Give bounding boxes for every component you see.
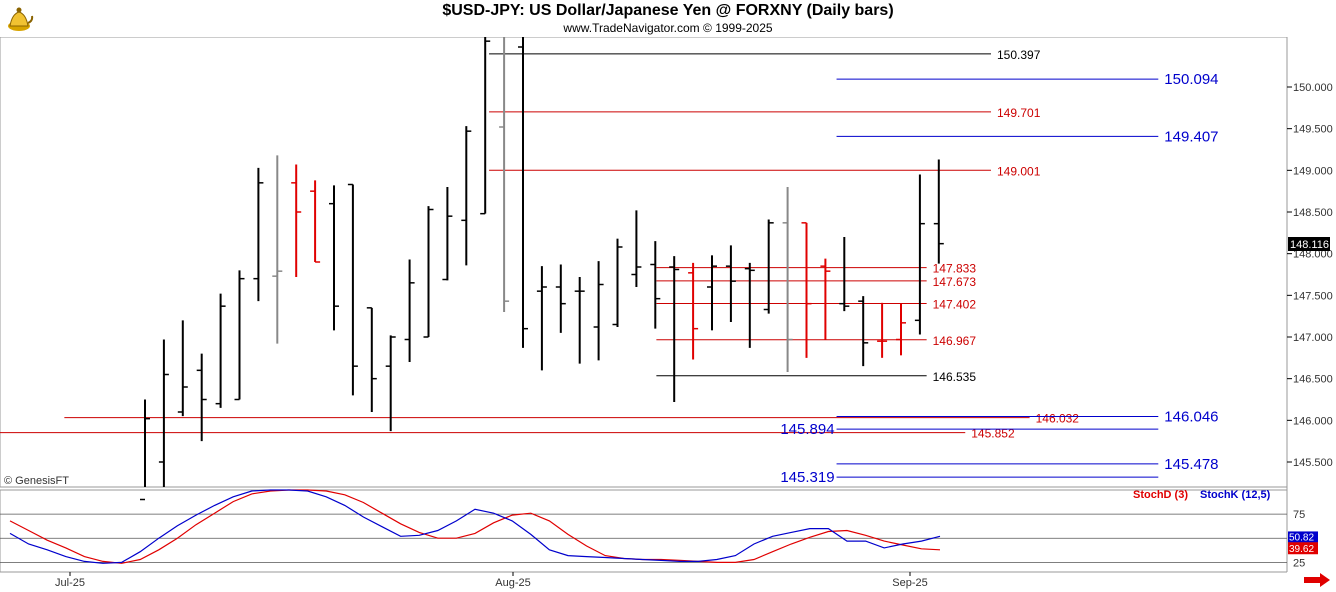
level-label: 145.894 [780,421,834,438]
stoch-k-value-box [1288,531,1318,543]
stoch-line-d [9,489,941,564]
level-label: 150.094 [1164,71,1218,88]
chart-header: $USD-JPY: US Dollar/Japanese Yen @ FORXN… [0,0,1336,37]
y-tick-label: 149.000 [1293,165,1333,177]
watermark: © GenesisFT [4,475,69,487]
level-label: 150.397 [997,48,1041,62]
stoch-tick-label: 75 [1293,509,1305,521]
stoch-d-value: 39.62 [1289,544,1314,555]
level-label: 145.852 [971,427,1015,441]
y-tick-label: 150.000 [1293,82,1333,94]
level-label: 145.478 [1164,456,1218,473]
y-tick-label: 145.500 [1293,457,1333,469]
level-label: 147.402 [933,298,977,312]
level-label: 147.833 [933,262,977,276]
stoch-line-k [9,489,941,564]
last-price-box [1288,237,1330,251]
level-label: 149.407 [1164,128,1218,145]
genie-lamp-icon[interactable] [4,4,34,34]
y-tick-label: 148.500 [1293,207,1333,219]
y-tick-label: 146.500 [1293,374,1333,386]
chart-subtitle: www.TradeNavigator.com © 1999-2025 [563,21,773,35]
y-tick-label: 146.000 [1293,415,1333,427]
stoch-k-value: 50.82 [1289,532,1314,543]
level-label: 145.319 [780,469,834,486]
level-label: 147.673 [933,275,977,289]
last-price-label: 148.116 [1290,239,1329,251]
level-label: 146.967 [933,334,977,348]
stoch-tick-label: 25 [1293,557,1305,569]
stoch-legend-k: StochK (12,5) [1200,489,1271,501]
level-label: 149.001 [997,164,1041,178]
level-label: 146.032 [1036,412,1080,426]
y-axis-strip [1287,37,1336,573]
level-label: 149.701 [997,106,1041,120]
chart-title: $USD-JPY: US Dollar/Japanese Yen @ FORXN… [442,2,894,19]
level-label: 146.535 [933,370,977,384]
stochastic-panel [0,489,1288,573]
level-label: 146.046 [1164,409,1218,426]
y-tick-label: 147.500 [1293,290,1333,302]
scroll-right-arrow-icon[interactable] [1304,573,1330,587]
stoch-legend-d: StochD (3) [1133,489,1188,501]
y-tick-label: 149.500 [1293,124,1333,136]
x-tick-label: Jul-25 [55,577,85,589]
stoch-d-value-box [1288,542,1318,555]
x-tick-label: Sep-25 [892,577,927,589]
x-tick-label: Aug-25 [495,577,530,589]
price-panel [0,36,1288,488]
y-tick-label: 147.000 [1293,332,1333,344]
y-tick-label: 148.000 [1293,249,1333,261]
